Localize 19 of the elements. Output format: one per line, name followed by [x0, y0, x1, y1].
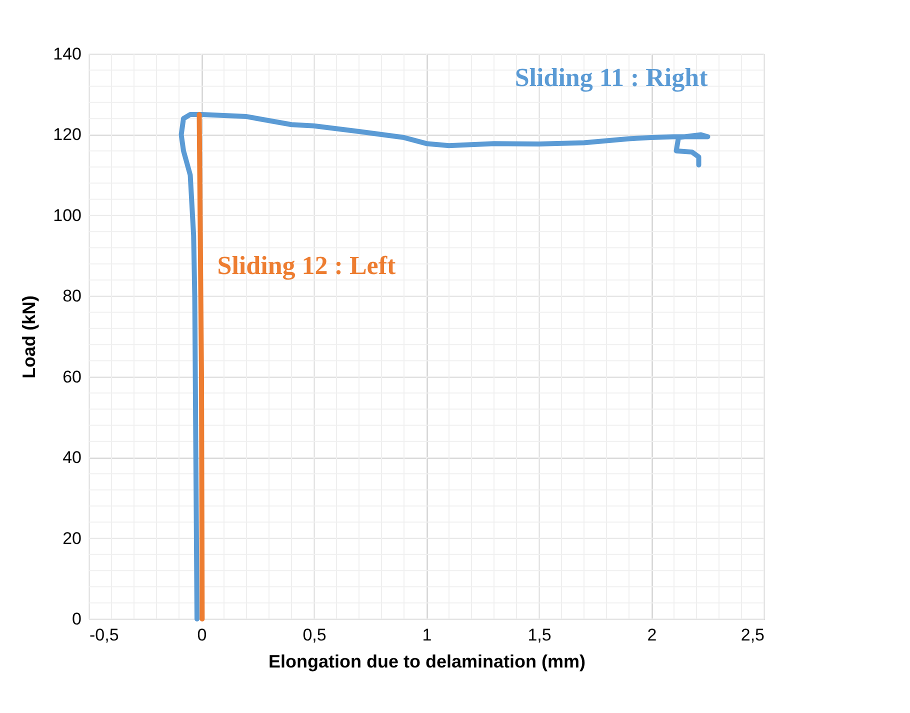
- series-label: Sliding 11 : Right: [514, 63, 708, 92]
- series-label: Sliding 12 : Left: [217, 250, 396, 280]
- x-tick-label: 1: [422, 626, 432, 644]
- x-axis-title: Elongation due to delamination (mm): [268, 652, 586, 672]
- x-tick-label: 2,5: [740, 626, 764, 644]
- x-tick-label: -0,5: [90, 626, 119, 644]
- y-tick-label: 80: [62, 286, 82, 306]
- y-tick-label: 20: [62, 528, 82, 548]
- y-tick-label: 140: [53, 44, 82, 64]
- y-tick-label: 100: [53, 206, 82, 225]
- x-tick-label: 0: [197, 626, 207, 644]
- x-tick-label: 1,5: [528, 626, 552, 644]
- y-tick-label: 60: [62, 367, 82, 386]
- x-tick-label: 2: [647, 626, 657, 644]
- x-tick-label: 0,5: [302, 626, 326, 644]
- y-axis-title: Load (kN): [19, 296, 40, 378]
- y-tick-label: 0: [72, 610, 82, 628]
- y-tick-label: 120: [53, 125, 82, 144]
- y-tick-label: 40: [62, 448, 82, 468]
